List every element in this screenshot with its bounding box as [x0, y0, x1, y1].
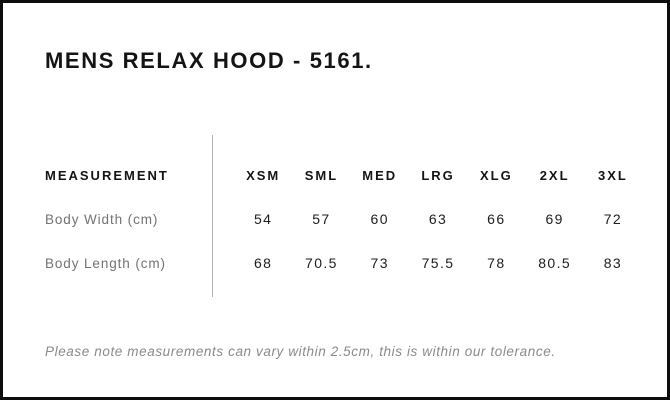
cell-value: 83	[603, 255, 623, 271]
row-label: Body Length (cm)	[45, 255, 166, 271]
cell-value: 57	[312, 211, 331, 227]
table-row-body-length: Body Length (cm) 68 70.5 73 75.5 78 80.5…	[3, 241, 667, 285]
cell-value: 66	[487, 211, 506, 227]
column-header-2xl: 2XL	[539, 167, 570, 183]
tolerance-note: Please note measurements can vary within…	[45, 344, 556, 359]
table-row-body-width: Body Width (cm) 54 57 60 63 66 69 72	[3, 197, 667, 241]
column-header-sml: SML	[304, 167, 339, 183]
column-header-3xl: 3XL	[598, 167, 628, 183]
table-divider	[212, 135, 213, 297]
cell-value: 54	[253, 211, 273, 227]
cell-value: 69	[545, 211, 564, 227]
page-title: MENS RELAX HOOD - 5161.	[45, 48, 373, 73]
column-header-xsm: XSM	[246, 167, 281, 183]
cell-value: 68	[253, 255, 273, 271]
cell-value: 80.5	[538, 255, 572, 271]
cell-value: 70.5	[305, 255, 338, 271]
cell-value: 63	[428, 211, 448, 227]
column-header-med: MED	[362, 167, 398, 183]
cell-value: 78	[487, 255, 506, 271]
cell-value: 60	[370, 211, 389, 227]
table-header-row: MEASUREMENT XSM SML MED LRG XLG 2XL 3XL	[3, 153, 667, 197]
size-table: MEASUREMENT XSM SML MED LRG XLG 2XL 3XL …	[3, 135, 667, 297]
row-label: Body Width (cm)	[45, 211, 159, 227]
cell-value: 73	[370, 255, 389, 271]
cell-value: 72	[603, 211, 623, 227]
column-header-xlg: XLG	[479, 167, 513, 183]
cell-value: 75.5	[421, 255, 455, 271]
column-header-measurement: MEASUREMENT	[45, 167, 169, 183]
column-header-lrg: LRG	[421, 167, 455, 183]
